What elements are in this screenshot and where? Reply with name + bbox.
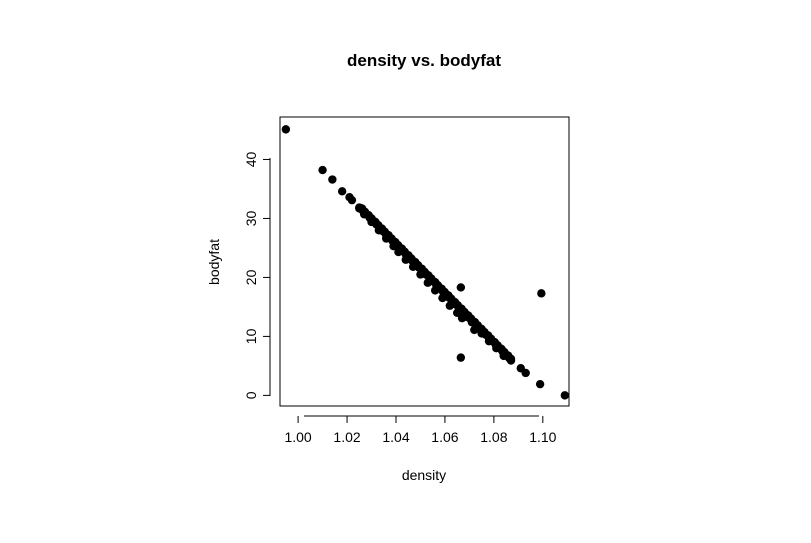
- data-point: [389, 241, 398, 251]
- data-point: [456, 353, 466, 362]
- data-point: [456, 283, 466, 292]
- data-point: [401, 255, 410, 264]
- x-tick-label: 1.10: [529, 429, 556, 445]
- data-point: [359, 210, 369, 219]
- x-tick-label: 1.06: [431, 429, 458, 445]
- x-tick-label: 1.04: [382, 429, 409, 445]
- x-tick-label: 1.08: [480, 429, 507, 445]
- data-point: [416, 270, 425, 279]
- data-point: [460, 312, 469, 322]
- data-point: [337, 187, 347, 196]
- data-point: [355, 204, 364, 213]
- data-point: [560, 391, 570, 400]
- data-point: [477, 329, 486, 338]
- y-axis-ticks: 0 10 20 30 40: [243, 151, 270, 399]
- y-tick-label: 40: [243, 151, 259, 167]
- data-point: [521, 368, 530, 378]
- data-point: [394, 247, 403, 257]
- data-point: [423, 278, 433, 287]
- data-point: [318, 165, 327, 175]
- data-point: [537, 289, 546, 298]
- data-point: [470, 325, 479, 335]
- plot-frame: [279, 116, 570, 407]
- data-point: [484, 336, 494, 346]
- y-tick-label: 10: [243, 328, 259, 344]
- data-point: [374, 226, 384, 235]
- data-point: [281, 125, 291, 134]
- data-point: [408, 262, 418, 272]
- data-point: [535, 379, 545, 389]
- data-point: [445, 301, 455, 310]
- y-tick-label: 20: [243, 269, 259, 285]
- x-tick-label: 1.00: [284, 429, 311, 445]
- x-axis-ticks: 1.00 1.02 1.04 1.06 1.08 1.10: [284, 416, 557, 445]
- data-point: [492, 344, 501, 353]
- data-point: [467, 318, 477, 327]
- data-point: [347, 195, 357, 205]
- data-point: [506, 356, 516, 365]
- chart-title: density vs. bodyfat: [347, 51, 501, 70]
- x-tick-label: 1.02: [333, 429, 360, 445]
- data-point: [430, 286, 440, 295]
- y-tick-label: 0: [243, 391, 259, 399]
- data-point: [452, 308, 462, 318]
- x-axis-label: density: [402, 467, 446, 483]
- data-point: [328, 175, 337, 184]
- y-axis-label: bodyfat: [206, 239, 222, 285]
- data-point: [382, 234, 391, 243]
- data-point: [438, 293, 447, 303]
- data-point: [499, 351, 508, 361]
- data-point: [367, 217, 376, 227]
- y-tick-label: 30: [243, 210, 259, 226]
- data-points: [281, 125, 570, 400]
